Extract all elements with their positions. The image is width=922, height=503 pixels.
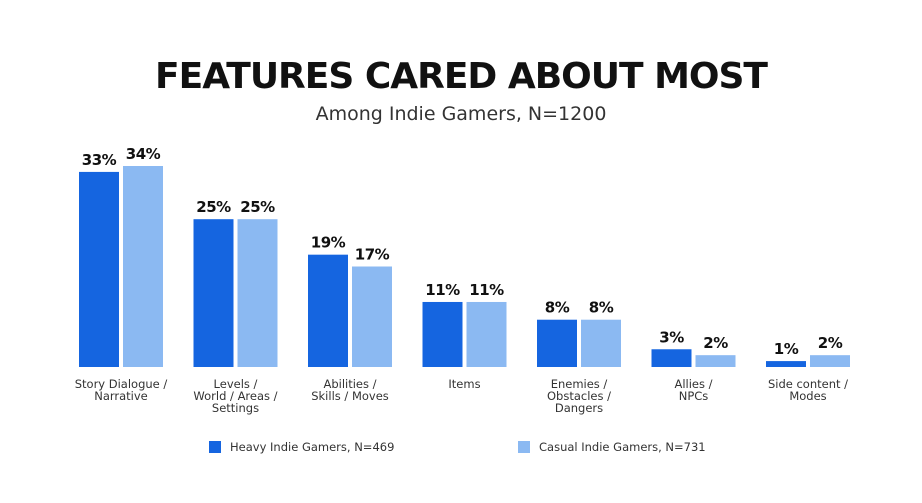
value-label-s1-c4: 11% — [425, 281, 460, 299]
legend-swatch-2 — [518, 441, 530, 453]
bars-group — [79, 166, 850, 367]
value-labels-group: 33% 34% 25% 25% 19% 17% 11% 11% 8% 8% 3% 2% 1% 2% — [82, 145, 843, 358]
chart-subtitle: Among Indie Gamers, N=1200 — [316, 103, 607, 125]
category-label-2-line-2: World / Areas / — [193, 389, 277, 403]
value-label-s1-c3: 19% — [311, 234, 346, 252]
value-label-s2-c6: 2% — [703, 334, 728, 352]
category-label-2-line-1: Levels / — [214, 377, 258, 391]
value-label-s1-c5: 8% — [545, 299, 570, 317]
category-label-2-line-3: Settings — [212, 401, 259, 415]
legend-label-1: Heavy Indie Gamers, N=469 — [230, 440, 394, 454]
legend-swatch-1 — [209, 441, 221, 453]
legend: Heavy Indie Gamers, N=469 Casual Indie Ga… — [209, 440, 706, 454]
value-label-s2-c3: 17% — [355, 246, 390, 264]
bar-s2-c3 — [352, 266, 392, 367]
bar-s1-c5 — [537, 319, 577, 367]
bar-s2-c7 — [810, 355, 850, 367]
legend-label-2: Casual Indie Gamers, N=731 — [539, 440, 706, 454]
value-label-s2-c5: 8% — [589, 299, 614, 317]
bar-s2-c2 — [237, 219, 278, 367]
bar-s1-c2 — [193, 219, 234, 367]
value-label-s1-c2: 25% — [196, 198, 231, 216]
chart-title: FEATURES CARED ABOUT MOST — [155, 56, 768, 97]
bar-s1-c4 — [422, 301, 463, 367]
bar-s1-c3 — [308, 254, 348, 367]
value-label-s1-c1: 33% — [82, 151, 117, 169]
value-label-s2-c1: 34% — [126, 145, 161, 163]
bar-s2-c5 — [581, 319, 621, 367]
value-label-s2-c2: 25% — [240, 198, 275, 216]
bar-s1-c7 — [766, 361, 806, 367]
category-label-5-line-2: Obstacles / — [547, 389, 611, 403]
category-label-7-line-2: Modes — [789, 389, 826, 403]
category-labels-group: Story Dialogue /Narrative Levels /World /… — [75, 377, 848, 415]
value-label-s2-c4: 11% — [469, 281, 504, 299]
category-label-3-line-2: Skills / Moves — [311, 389, 389, 403]
bar-s1-c1 — [79, 171, 119, 367]
category-label-4-line-1: Items — [448, 377, 480, 391]
category-label-5-line-1: Enemies / — [551, 377, 608, 391]
bar-s2-c6 — [695, 355, 736, 367]
bar-s2-c4 — [466, 301, 507, 367]
value-label-s1-c6: 3% — [659, 328, 684, 346]
category-label-7-line-1: Side content / — [768, 377, 848, 391]
category-label-1-line-1: Story Dialogue / — [75, 377, 168, 391]
category-label-5-line-3: Dangers — [555, 401, 603, 415]
category-label-6-line-2: NPCs — [679, 389, 709, 403]
bar-s1-c6 — [651, 349, 692, 367]
category-label-3-line-1: Abilities / — [323, 377, 376, 391]
category-label-6-line-1: Allies / — [674, 377, 712, 391]
bar-s2-c1 — [123, 166, 163, 367]
category-label-1-line-2: Narrative — [94, 389, 148, 403]
value-label-s1-c7: 1% — [774, 340, 799, 358]
value-label-s2-c7: 2% — [818, 334, 843, 352]
